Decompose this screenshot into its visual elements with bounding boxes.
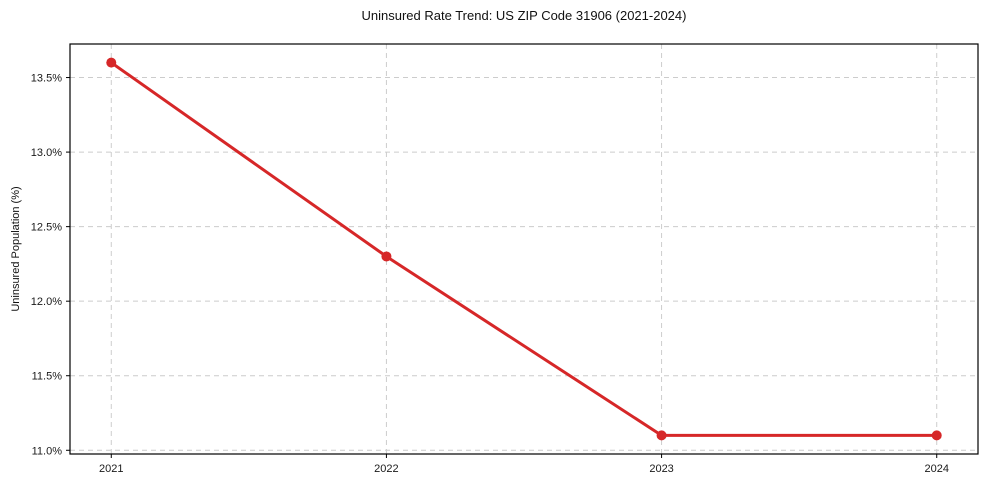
chart-title: Uninsured Rate Trend: US ZIP Code 31906 …	[361, 8, 687, 23]
y-tick-label: 12.5%	[31, 222, 62, 234]
y-tick-label: 13.0%	[31, 147, 62, 159]
x-tick-label: 2024	[924, 463, 948, 475]
x-tick-label: 2021	[99, 463, 123, 475]
plot-border	[69, 43, 979, 455]
y-tick-label: 13.5%	[31, 73, 62, 85]
y-tick-label: 11.5%	[32, 371, 63, 383]
x-tick-label: 2022	[374, 463, 398, 475]
y-tick-label: 11.0%	[32, 445, 63, 457]
data-point-marker	[931, 430, 942, 441]
data-point-marker	[106, 57, 117, 68]
y-tick-label: 12.0%	[31, 296, 62, 308]
data-point-marker	[381, 251, 392, 262]
data-point-marker	[656, 430, 667, 441]
x-tick-label: 2023	[649, 463, 673, 475]
trend-line	[109, 61, 939, 437]
